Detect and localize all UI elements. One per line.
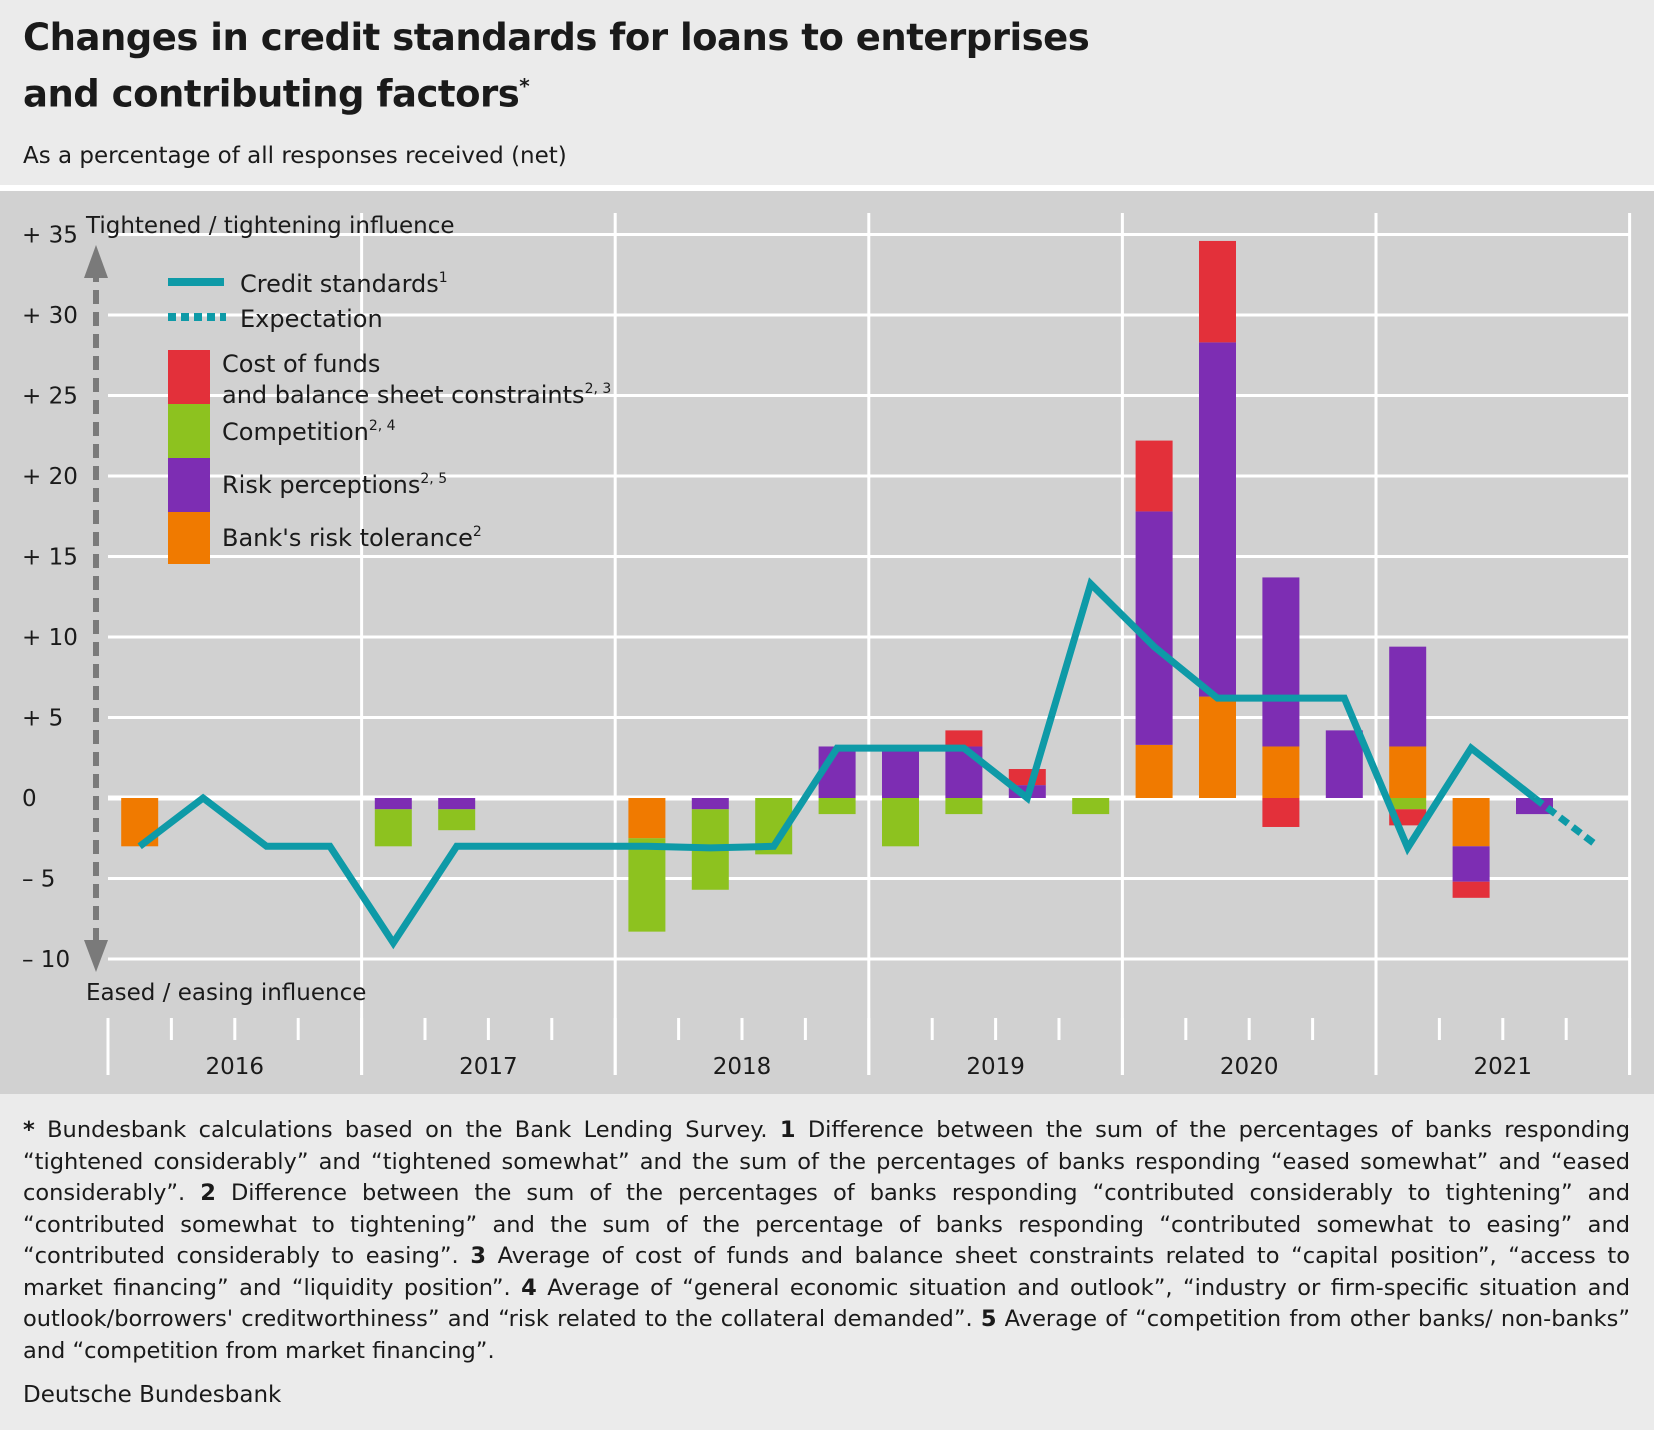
bar-segment-risk-perceptions [1262, 577, 1300, 747]
bar-segment-competition [374, 809, 412, 847]
footnote-number-4: 4 [521, 1274, 537, 1301]
legend-label-risk-tolerance: Bank's risk tolerance2 [222, 524, 482, 552]
expectation-line [1532, 795, 1601, 850]
divider [0, 185, 1654, 191]
bar-segment-competition [628, 838, 666, 932]
axis: + 35 + 30 + 25 + 20 + 15 + 10 + 5 0 – 5 – 10 2016 2… [22, 213, 1632, 1080]
bar-segment-risk-tolerance [1389, 746, 1427, 798]
y-tick-label: + 25 [22, 384, 78, 410]
bar-segment-cost-of-funds [945, 730, 983, 747]
y-tick-label: + 35 [22, 223, 78, 249]
x-year-label: 2020 [1220, 1054, 1279, 1080]
footnote-text-5: Average of “competition from other banks… [23, 1306, 1631, 1364]
bar-segment-competition [438, 809, 476, 831]
y-tick-label: + 10 [22, 625, 78, 651]
legend: Credit standards1 Expectation Cost of fu… [168, 270, 611, 564]
y-tick-label: + 5 [22, 706, 63, 732]
legend-swatch-competition [168, 404, 210, 458]
footnote-text-3: Average of cost of funds and balance she… [23, 1243, 1630, 1301]
x-year-label: 2017 [459, 1054, 518, 1080]
x-year-label: 2021 [1474, 1054, 1533, 1080]
footnote-number-2: 2 [200, 1180, 216, 1206]
bar-segment-risk-tolerance [628, 798, 666, 839]
x-year-label: 2018 [713, 1054, 772, 1080]
legend-swatch-risk-perceptions [168, 458, 210, 512]
title-marker: * [519, 74, 530, 98]
x-year-label: 2016 [206, 1054, 265, 1080]
legend-label-competition: Competition2, 4 [222, 418, 396, 446]
bar-segment-competition [882, 798, 919, 847]
footnote-text-4: Average of “general economic situation a… [23, 1274, 1630, 1333]
bar-segment-risk-perceptions [1135, 511, 1173, 745]
y-tick-label: – 5 [22, 867, 55, 893]
legend-swatch-cost-of-funds [168, 350, 210, 404]
y-tick-label: + 20 [22, 464, 78, 490]
chart-title: Changes in credit standards for loans to… [23, 14, 1123, 118]
footnote-number-5: 5 [980, 1306, 997, 1332]
gridlines [108, 213, 1632, 1075]
x-year-label: 2019 [966, 1054, 1025, 1080]
title-line-2: and contributing factors [23, 72, 520, 116]
bar-segment-cost-of-funds [1135, 440, 1173, 512]
legend-label-credit-standards: Credit standards1 [240, 270, 448, 298]
bar-segment-competition [945, 798, 983, 815]
legend-label-cost-of-funds: Cost of funds and balance sheet constrain… [222, 350, 611, 409]
y-axis-label-bottom: Eased / easing influence [86, 980, 366, 1006]
bar-segment-cost-of-funds [1452, 881, 1490, 898]
bar-segment-risk-tolerance [1452, 798, 1490, 847]
bar-segment-risk-perceptions [438, 798, 476, 810]
footnote-text-2: Difference between the sum of the percen… [23, 1180, 1631, 1269]
footnote-number-1: 1 [779, 1117, 796, 1143]
footnote-text-0: Bundesbank calculations based on the Ban… [34, 1117, 780, 1143]
legend-swatch-risk-tolerance [168, 512, 210, 564]
bar-segment-risk-perceptions [691, 798, 729, 810]
footnote: * Bundesbank calculations based on the B… [23, 1115, 1630, 1367]
plot-background [0, 191, 1654, 1094]
bar-segment-risk-tolerance [1262, 746, 1300, 798]
legend-label-risk-perceptions: Risk perceptions2, 5 [222, 471, 447, 499]
source-label: Deutsche Bundesbank [23, 1382, 282, 1408]
y-tick-label: 0 [22, 786, 37, 812]
y-axis-label-top: Tightened / tightening influence [85, 213, 455, 239]
y-axis-arrow-down-icon [84, 940, 108, 972]
bar-segment-risk-perceptions [374, 798, 412, 810]
bar-segment-risk-perceptions [1452, 846, 1490, 882]
y-tick-label: – 10 [22, 947, 70, 973]
bars [121, 240, 1553, 932]
legend-label-expectation: Expectation [240, 305, 383, 333]
bar-segment-cost-of-funds [1008, 769, 1046, 786]
lines [137, 577, 1601, 950]
bar-segment-competition [818, 798, 856, 815]
chart-subtitle: As a percentage of all responses receive… [23, 143, 567, 169]
title-line-1: Changes in credit standards for loans to… [23, 16, 1090, 59]
bar-segment-cost-of-funds [1199, 240, 1236, 343]
footnote-text-1: Difference between the sum of the percen… [23, 1117, 1630, 1206]
y-axis-arrow-up-icon [84, 245, 108, 278]
bar-segment-risk-perceptions [1325, 730, 1363, 798]
bar-segment-risk-perceptions [882, 746, 919, 798]
bar-segment-risk-tolerance [1199, 696, 1236, 798]
y-tick-label: + 30 [22, 303, 78, 329]
credit-standards-line [137, 577, 1537, 950]
bar-segment-risk-perceptions [1199, 342, 1236, 697]
bar-segment-risk-tolerance [1135, 744, 1173, 798]
chart-canvas: + 35 + 30 + 25 + 20 + 15 + 10 + 5 0 – 5 – 10 2016 2… [0, 191, 1654, 1094]
legend-label-cost-of-funds-line2: and balance sheet constraints [222, 381, 585, 409]
y-tick-label: + 15 [22, 545, 78, 571]
bar-segment-cost-of-funds [1262, 798, 1300, 827]
bar-segment-competition [1389, 798, 1427, 810]
bar-segment-competition [1072, 798, 1110, 815]
legend-label-cost-of-funds-line1: Cost of funds [222, 350, 380, 378]
footnote-number-3: 3 [470, 1243, 486, 1269]
legend-label-cost-of-funds-sup: 2, 3 [585, 381, 612, 397]
footnote-star: * [23, 1117, 35, 1143]
bar-segment-risk-perceptions [1389, 646, 1427, 747]
